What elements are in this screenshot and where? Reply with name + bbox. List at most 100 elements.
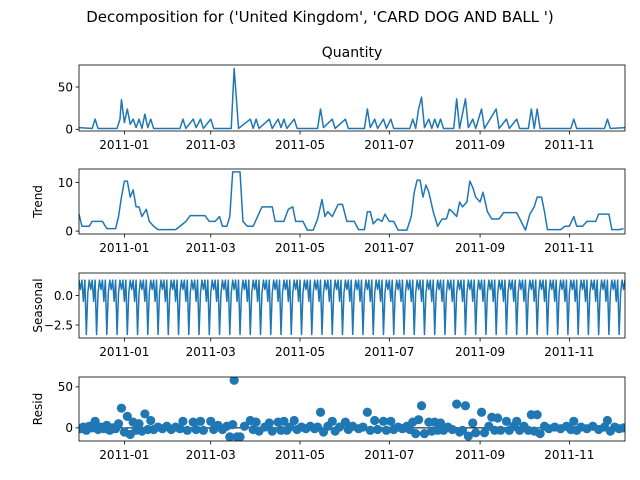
axes-frame-resid	[78, 376, 626, 442]
xtick-label-seasonal-5: 2011-11	[544, 345, 594, 359]
resid-point-106	[457, 425, 468, 435]
xtick-label-resid-3: 2011-07	[364, 448, 414, 462]
resid-point-60	[285, 422, 295, 432]
resid-point-38	[206, 416, 216, 426]
panel-seasonal: Seasonal 0.0 −2.5 2011-01 2011-03 2011-05 2011…	[31, 272, 626, 359]
resid-point-94	[416, 401, 427, 411]
ytick-label-seasonal-0: 0.0	[54, 289, 73, 303]
resid-point-44	[228, 419, 238, 430]
resid-point-37	[198, 425, 209, 435]
axes-frame-observed	[78, 64, 626, 132]
resid-point-54	[264, 418, 274, 428]
xtick-label-seasonal-4: 2011-09	[455, 345, 505, 359]
xtick-label-resid-0: 2011-01	[99, 448, 149, 462]
resid-point-111	[476, 407, 487, 417]
resid-point-92	[411, 429, 421, 439]
resid-point-128	[535, 429, 545, 439]
resid-point-82	[373, 424, 383, 435]
series-line-seasonal	[79, 279, 625, 336]
data-resid	[79, 377, 625, 441]
resid-point-116	[493, 413, 503, 423]
resid-point-104	[452, 399, 462, 409]
resid-point-100	[435, 418, 446, 428]
panel-resid: Resid 0 50 2011-01 2011-03 2011-05 2011-07 2011…	[31, 376, 626, 462]
xtick-label-observed-4: 2011-09	[455, 138, 505, 152]
resid-point-5	[90, 416, 100, 426]
resid-point-34	[188, 417, 198, 427]
ylabel-resid: Resid	[31, 393, 45, 425]
resid-point-80	[365, 425, 375, 435]
resid-point-121	[512, 416, 522, 426]
resid-point-146	[618, 423, 625, 433]
ytick-label-seasonal-1: −2.5	[44, 318, 73, 332]
resid-point-16	[122, 411, 132, 421]
resid-point-47	[235, 432, 245, 441]
xtick-label-observed-5: 2011-11	[544, 138, 594, 152]
resid-point-84	[381, 425, 391, 435]
resid-point-51	[251, 417, 261, 427]
axes-frame-seasonal	[78, 272, 626, 339]
resid-point-118	[501, 416, 512, 426]
xtick-label-trend-2: 2011-05	[275, 241, 325, 255]
resid-point-33	[182, 425, 192, 435]
data-seasonal	[79, 279, 625, 336]
resid-point-58	[279, 416, 289, 426]
resid-point-20	[134, 419, 144, 429]
resid-point-43	[225, 432, 235, 441]
resid-point-55	[267, 426, 277, 436]
resid-point-95	[419, 429, 430, 439]
resid-point-35	[191, 424, 201, 435]
series-line-trend	[79, 171, 624, 231]
xtick-label-seasonal-1: 2011-03	[186, 345, 236, 359]
resid-point-93	[414, 415, 424, 425]
resid-point-31	[175, 424, 185, 434]
resid-point-110	[471, 428, 481, 438]
panels: Quantity 0 50 2011-01 2011-03 2011-05 2011-07 2…	[31, 45, 626, 462]
data-observed	[79, 67, 625, 130]
resid-point-68	[315, 407, 326, 417]
ytick-label-resid-1: 50	[58, 380, 73, 394]
resid-point-107	[460, 401, 471, 411]
resid-point-71	[327, 416, 337, 426]
panel-trend: Trend 0 10 2011-01 2011-03 2011-05 2011-07 2011…	[31, 168, 626, 255]
series-line-observed	[79, 67, 625, 130]
xtick-label-seasonal-3: 2011-07	[364, 345, 414, 359]
resid-point-85	[386, 416, 396, 426]
ytick-label-resid-0: 0	[65, 421, 73, 435]
xtick-label-trend-1: 2011-03	[186, 241, 236, 255]
ytick-label-observed-1: 50	[58, 80, 73, 94]
ytick-label-observed-0: 0	[65, 123, 73, 137]
xtick-label-trend-3: 2011-07	[364, 241, 414, 255]
xtick-label-trend-5: 2011-11	[544, 241, 594, 255]
xtick-label-observed-2: 2011-05	[275, 138, 325, 152]
resid-point-142	[602, 415, 613, 426]
xtick-label-resid-4: 2011-09	[455, 448, 505, 462]
resid-point-48	[239, 421, 250, 431]
xtick-label-seasonal-0: 2011-01	[99, 345, 149, 359]
ytick-label-trend-0: 0	[65, 224, 73, 238]
data-trend	[79, 171, 624, 231]
resid-point-24	[146, 415, 156, 426]
ylabel-trend: Trend	[31, 185, 45, 219]
figure-suptitle: Decomposition for ('United Kingdom', 'CA…	[86, 8, 554, 26]
resid-point-13	[113, 419, 124, 429]
resid-point-61	[289, 415, 299, 426]
resid-point-135	[569, 416, 579, 426]
panel-observed: Quantity 0 50 2011-01 2011-03 2011-05 2011-07 2…	[58, 45, 626, 152]
xtick-label-observed-1: 2011-03	[186, 138, 236, 152]
xtick-label-resid-1: 2011-03	[186, 448, 236, 462]
resid-point-103	[447, 424, 457, 435]
resid-point-109	[468, 418, 478, 428]
resid-point-78	[358, 422, 368, 432]
resid-point-81	[370, 415, 380, 426]
ytick-label-trend-1: 10	[58, 176, 73, 190]
resid-point-112	[479, 428, 490, 438]
ylabel-seasonal: Seasonal	[31, 278, 45, 332]
resid-point-22	[140, 409, 150, 419]
resid-point-108	[463, 431, 473, 441]
axes-frame-trend	[78, 168, 626, 235]
resid-point-117	[495, 425, 506, 435]
xtick-label-resid-2: 2011-05	[275, 448, 325, 462]
resid-point-45	[229, 377, 239, 385]
xtick-label-observed-3: 2011-07	[364, 138, 414, 152]
